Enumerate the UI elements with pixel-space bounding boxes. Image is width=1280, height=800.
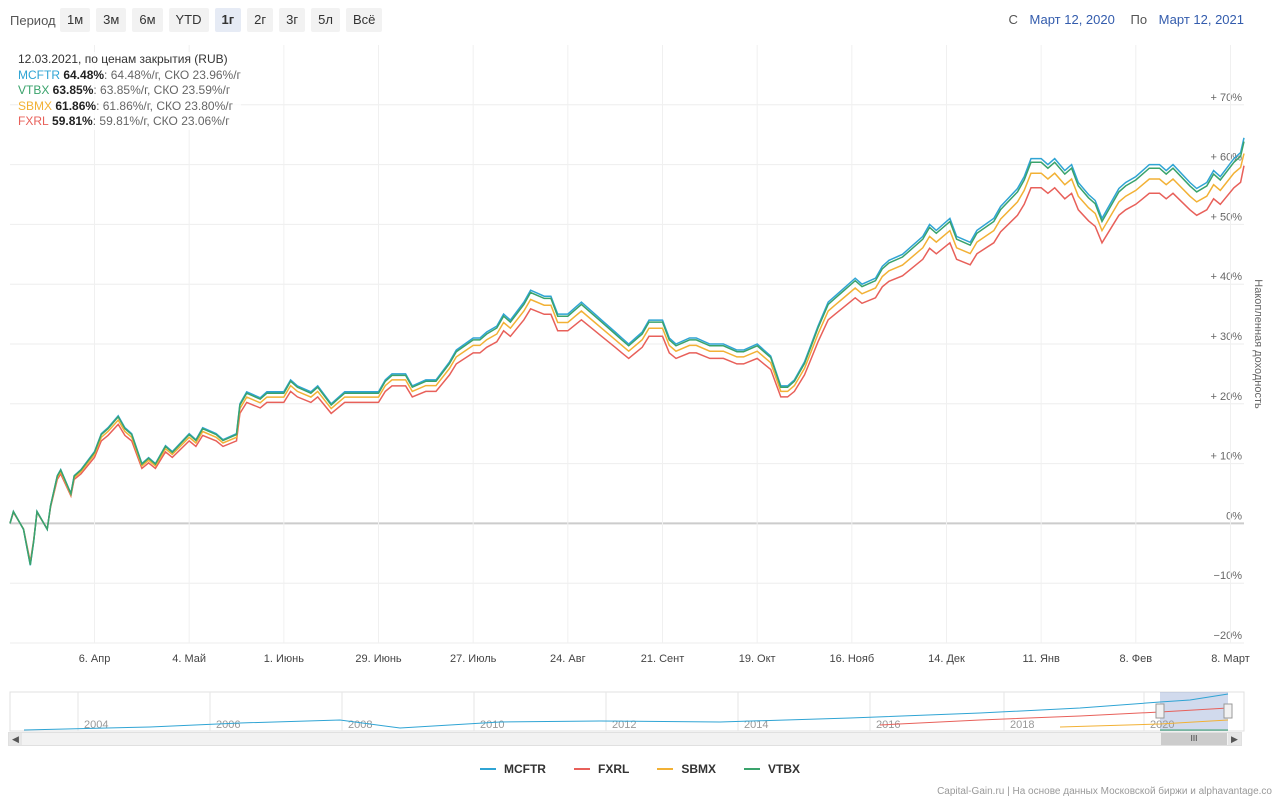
legend-item[interactable]: VTBX: [744, 762, 800, 776]
tooltip-series-stats: : 64.48%/г, СКО 23.96%/г: [104, 67, 241, 82]
navigator-year-label: 2008: [348, 719, 372, 731]
legend-item[interactable]: MCFTR: [479, 762, 546, 776]
navigator-year-label: 2006: [216, 719, 240, 731]
navigator-handle[interactable]: [1223, 703, 1233, 719]
scroll-left-arrow[interactable]: ◀: [9, 733, 22, 745]
credits[interactable]: Capital-Gain.ru | На основе данных Моско…: [937, 786, 1272, 797]
period-button[interactable]: 6м: [132, 8, 163, 32]
tooltip-series-value: 61.86%: [52, 98, 97, 113]
tooltip-series-name: FXRL: [18, 114, 49, 128]
x-tick-label: 8. Фев: [1120, 653, 1153, 665]
period-button[interactable]: 5л: [311, 8, 340, 32]
x-tick-label: 19. Окт: [739, 653, 776, 665]
y-tick-label: + 40%: [1211, 271, 1243, 283]
period-button[interactable]: Всё: [345, 8, 383, 32]
tooltip-series-value: 64.48%: [60, 67, 105, 82]
x-tick-label: 11. Янв: [1022, 653, 1060, 665]
y-axis-title: Накопленная доходность: [1252, 279, 1264, 409]
tooltip-series-name: MCFTR: [18, 67, 60, 82]
tooltip-series-stats: : 61.86%/г, СКО 23.80%/г: [96, 98, 233, 113]
x-tick-label: 8. Март: [1211, 653, 1250, 665]
tooltip-series-value: 63.85%: [49, 83, 94, 97]
x-tick-label: 4. Май: [172, 653, 206, 665]
tooltip-row: MCFTR 64.48%: 64.48%/г, СКО 23.96%/г: [18, 68, 241, 84]
from-label: С: [1008, 12, 1018, 27]
x-tick-label: 24. Авг: [550, 653, 586, 665]
legend-swatch: [573, 768, 590, 770]
legend-label: VTBX: [768, 762, 801, 776]
navigator-year-label: 2012: [612, 719, 636, 731]
legend-label: FXRL: [597, 762, 630, 776]
navigator-line-mcftr: [23, 693, 1229, 731]
x-tick-label: 6. Апр: [79, 653, 111, 665]
x-tick-label: 16. Нояб: [829, 653, 874, 665]
legend-swatch: [744, 768, 760, 770]
period-button[interactable]: 2г: [247, 8, 274, 32]
period-label: Период: [10, 13, 56, 28]
period-buttons: 1м 3м 6м YTD 1г 2г 3г 5л Всё: [60, 8, 383, 32]
series-line-mcftr: [9, 137, 1245, 566]
scrollbar-thumb[interactable]: III: [1161, 733, 1227, 745]
y-tick-label: 0%: [1226, 510, 1242, 522]
tooltip-series-name: SBMX: [18, 98, 53, 113]
navigator-year-label: 2004: [84, 719, 108, 731]
y-tick-label: + 50%: [1211, 211, 1243, 223]
series-line-sbmx: [9, 153, 1245, 564]
to-date-input[interactable]: Март 12, 2021: [1158, 12, 1244, 27]
period-button[interactable]: 1г: [214, 8, 242, 32]
navigator-year-label: 2020: [1150, 719, 1174, 731]
x-tick-label: 29. Июнь: [355, 653, 402, 665]
period-button[interactable]: 3м: [96, 8, 127, 32]
period-button[interactable]: 1м: [60, 8, 91, 32]
series-line-vtbx: [9, 141, 1245, 565]
tooltip-header: 12.03.2021, по ценам закрытия (RUB): [18, 52, 228, 66]
to-label: По: [1130, 12, 1148, 27]
x-tick-label: 14. Дек: [928, 653, 965, 665]
legend-item[interactable]: FXRL: [573, 762, 630, 776]
y-tick-label: + 70%: [1211, 92, 1243, 104]
legend: MCFTR FXRL SBMX VTBX: [0, 762, 1280, 776]
legend-item[interactable]: SBMX: [657, 762, 716, 776]
x-tick-label: 1. Июнь: [264, 653, 304, 665]
toolbar: Период 1м 3м 6м YTD 1г 2г 3г 5л Всё С Март 12, 2…: [0, 0, 1280, 42]
y-tick-label: + 20%: [1211, 391, 1243, 403]
series-line-fxrl: [9, 165, 1245, 563]
period-button[interactable]: 3г: [279, 8, 306, 32]
date-range: С Март 12, 2020 По Март 12, 2021: [1009, 12, 1245, 27]
tooltip-series-stats: : 59.81%/г, СКО 23.06%/г: [92, 114, 230, 128]
navigator-year-label: 2014: [744, 719, 768, 731]
y-tick-label: −20%: [1214, 630, 1243, 642]
tooltip-series-name: VTBX: [18, 83, 50, 97]
tooltip-series-value: 59.81%: [48, 114, 93, 128]
legend-label: MCFTR: [503, 762, 546, 776]
tooltip-row: FXRL 59.81%: 59.81%/г, СКО 23.06%/г: [18, 114, 241, 130]
tooltip-row: SBMX 61.86%: 61.86%/г, СКО 23.80%/г: [18, 99, 241, 115]
tooltip-series-stats: : 63.85%/г, СКО 23.59%/г: [93, 83, 231, 97]
navigator-handle[interactable]: [1155, 703, 1165, 719]
navigator-year-label: 2010: [480, 719, 504, 731]
navigator-line-sbmx: [1059, 719, 1229, 728]
period-button[interactable]: YTD: [168, 8, 209, 32]
from-date-input[interactable]: Март 12, 2020: [1029, 12, 1115, 27]
x-tick-label: 21. Сент: [641, 653, 685, 665]
legend-swatch: [657, 768, 674, 770]
navigator-year-label: 2018: [1010, 719, 1034, 731]
legend-swatch: [479, 768, 496, 770]
navigator-line-fxrl: [879, 707, 1229, 726]
tooltip-summary: 12.03.2021, по ценам закрытия (RUB) MCFT…: [18, 52, 241, 130]
y-tick-label: + 30%: [1211, 331, 1243, 343]
y-tick-label: −10%: [1214, 570, 1243, 582]
y-tick-label: + 60%: [1211, 152, 1243, 164]
y-tick-label: + 10%: [1211, 451, 1243, 463]
x-tick-label: 27. Июль: [450, 653, 497, 665]
navigator-scrollbar[interactable]: ◀ III ▶: [8, 732, 1242, 746]
legend-label: SBMX: [681, 762, 716, 776]
scroll-right-arrow[interactable]: ▶: [1228, 733, 1241, 745]
tooltip-row: VTBX 63.85%: 63.85%/г, СКО 23.59%/г: [18, 83, 241, 99]
